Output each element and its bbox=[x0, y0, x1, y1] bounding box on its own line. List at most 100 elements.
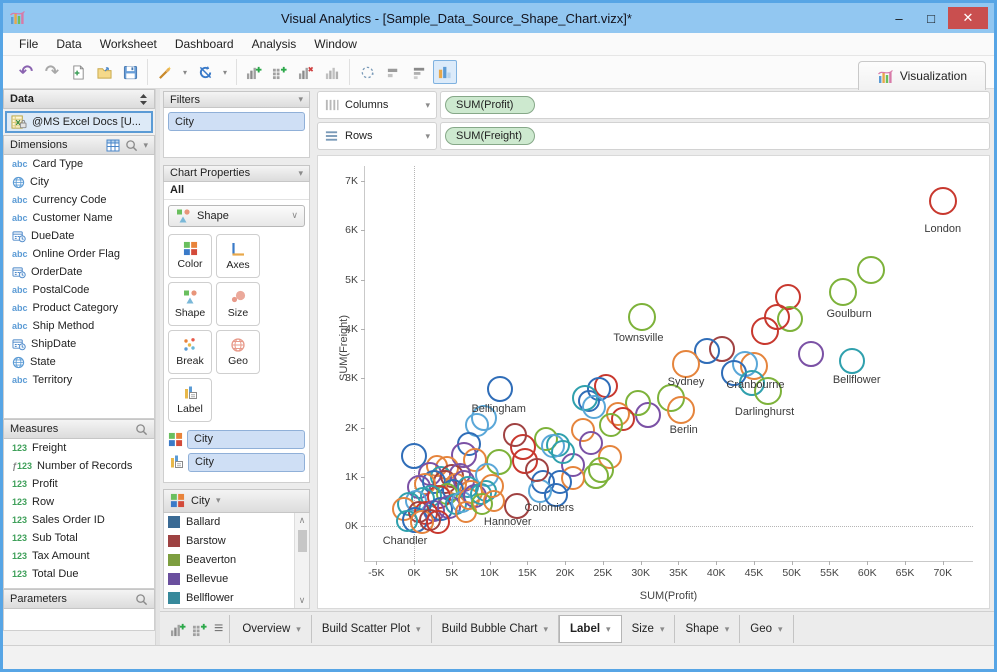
tab-overview[interactable]: Overview ▾ bbox=[232, 615, 312, 643]
measure-item[interactable]: 123 Profit bbox=[4, 475, 154, 493]
tab-size[interactable]: Size ▾ bbox=[622, 615, 676, 643]
data-point[interactable] bbox=[797, 340, 824, 367]
data-point[interactable] bbox=[753, 376, 782, 405]
dimension-item[interactable]: abc PostalCode bbox=[4, 281, 154, 299]
new-file-button[interactable] bbox=[66, 60, 90, 84]
menu-item-file[interactable]: File bbox=[19, 37, 39, 51]
property-button-shape[interactable]: Shape bbox=[168, 281, 212, 326]
property-button-label[interactable]: Label bbox=[168, 377, 212, 422]
chevron-down-icon[interactable]: ▾ bbox=[425, 130, 430, 141]
data-point[interactable] bbox=[583, 462, 610, 489]
dimension-item[interactable]: abc Ship Method bbox=[4, 317, 154, 335]
chart-highlight-button[interactable] bbox=[433, 60, 457, 84]
tab-shape[interactable]: Shape ▾ bbox=[675, 615, 741, 643]
menu-item-data[interactable]: Data bbox=[56, 37, 82, 51]
data-point[interactable] bbox=[502, 423, 527, 448]
data-point[interactable] bbox=[462, 447, 487, 472]
legend-scrollbar[interactable]: ∧ ∨ bbox=[294, 512, 309, 608]
chart-add-button[interactable] bbox=[242, 60, 266, 84]
tab-build-bubble-chart[interactable]: Build Bubble Chart ▾ bbox=[432, 615, 559, 643]
tab-geo[interactable]: Geo ▾ bbox=[740, 615, 794, 643]
minimize-button[interactable]: – bbox=[895, 10, 903, 26]
data-source-item[interactable]: @MS Excel Docs [U... bbox=[5, 111, 153, 133]
assigned-field-chip[interactable]: City bbox=[188, 452, 305, 472]
property-button-break[interactable]: Break bbox=[168, 329, 212, 374]
dimension-item[interactable]: abc Customer Name bbox=[4, 209, 154, 227]
measure-item[interactable]: 123 Tax Amount bbox=[4, 547, 154, 565]
dimension-item[interactable]: abc Currency Code bbox=[4, 191, 154, 209]
chevron-down-icon[interactable]: ▾ bbox=[296, 623, 301, 634]
chevron-down-icon[interactable]: ▾ bbox=[298, 167, 303, 178]
measure-item[interactable]: ƒ123 Number of Records bbox=[4, 457, 154, 475]
dimension-item[interactable]: State bbox=[4, 353, 154, 371]
chart-remove-button[interactable] bbox=[294, 60, 318, 84]
data-point[interactable] bbox=[525, 457, 550, 482]
property-selector[interactable]: Shape ∨ bbox=[168, 204, 305, 227]
legend-item[interactable]: Bellingham bbox=[164, 608, 309, 609]
legend-item[interactable]: Bellevue bbox=[164, 570, 309, 589]
scroll-down-icon[interactable]: ∨ bbox=[298, 594, 306, 605]
chevron-down-icon[interactable]: ▾ bbox=[659, 623, 665, 634]
data-point[interactable] bbox=[401, 443, 428, 470]
chevron-down-icon[interactable]: ▾ bbox=[543, 623, 548, 634]
measure-item[interactable]: 123 Total Due bbox=[4, 565, 154, 583]
close-button[interactable]: ✕ bbox=[948, 7, 988, 29]
list-button[interactable]: ≡ bbox=[214, 620, 224, 637]
tab-label[interactable]: Label ▾ bbox=[559, 615, 622, 643]
data-point[interactable] bbox=[624, 390, 651, 416]
wand-button[interactable] bbox=[153, 60, 177, 84]
table-view-icon[interactable] bbox=[106, 139, 120, 152]
menu-item-dashboard[interactable]: Dashboard bbox=[174, 37, 234, 51]
filters-shelf[interactable]: City bbox=[163, 108, 310, 159]
data-point[interactable] bbox=[581, 394, 606, 419]
data-point[interactable] bbox=[487, 376, 514, 403]
rows-pill[interactable]: SUM(Freight) bbox=[445, 127, 535, 145]
data-point[interactable] bbox=[928, 186, 957, 215]
data-point[interactable] bbox=[425, 510, 450, 535]
chevron-down-icon[interactable]: ▾ bbox=[778, 623, 783, 634]
dimension-item[interactable]: DueDate bbox=[4, 227, 154, 245]
dimension-item[interactable]: abc Card Type bbox=[4, 155, 154, 173]
rows-shelf-label[interactable]: Rows ▾ bbox=[317, 122, 437, 150]
open-folder-button[interactable] bbox=[92, 60, 116, 84]
grid-add-button[interactable] bbox=[192, 622, 208, 637]
rows-shelf-field[interactable]: SUM(Freight) bbox=[440, 122, 990, 150]
data-point[interactable] bbox=[599, 413, 624, 438]
dimension-item[interactable]: OrderDate bbox=[4, 263, 154, 281]
data-point[interactable] bbox=[694, 338, 721, 365]
dimension-item[interactable]: abc Territory bbox=[4, 371, 154, 389]
scroll-thumb[interactable] bbox=[297, 529, 307, 552]
data-point[interactable] bbox=[671, 349, 700, 378]
save-button[interactable] bbox=[118, 60, 142, 84]
legend-header[interactable]: City ▾ bbox=[163, 488, 310, 513]
chevron-down-icon[interactable]: ▾ bbox=[724, 623, 730, 634]
panel-splitter[interactable] bbox=[156, 89, 160, 645]
chevron-down-icon[interactable]: ▾ bbox=[606, 623, 611, 634]
maximize-button[interactable]: □ bbox=[927, 10, 935, 26]
dimension-item[interactable]: City bbox=[4, 173, 154, 191]
dropdown-arrow-button[interactable]: ▾ bbox=[182, 67, 187, 77]
chevron-down-icon[interactable]: ▾ bbox=[298, 94, 303, 105]
property-button-geo[interactable]: Geo bbox=[216, 329, 260, 374]
chevron-down-icon[interactable]: ▾ bbox=[143, 139, 148, 150]
redo-button[interactable]: ↷ bbox=[44, 62, 60, 81]
undo-button[interactable]: ↶ bbox=[18, 62, 34, 81]
columns-pill[interactable]: SUM(Profit) bbox=[445, 96, 535, 114]
menu-item-analysis[interactable]: Analysis bbox=[251, 37, 297, 51]
dimension-item[interactable]: abc Product Category bbox=[4, 299, 154, 317]
bars-h-button[interactable] bbox=[381, 60, 405, 84]
menu-item-window[interactable]: Window bbox=[314, 37, 357, 51]
menu-item-worksheet[interactable]: Worksheet bbox=[99, 37, 157, 51]
search-icon[interactable] bbox=[125, 139, 138, 152]
chart-plain-button[interactable] bbox=[320, 60, 344, 84]
data-point[interactable] bbox=[751, 317, 780, 346]
data-point[interactable] bbox=[578, 430, 603, 455]
chevron-down-icon[interactable]: ▾ bbox=[416, 623, 421, 634]
property-button-color[interactable]: Color bbox=[168, 233, 212, 278]
data-point[interactable] bbox=[829, 277, 858, 306]
measure-item[interactable]: 123 Sub Total bbox=[4, 529, 154, 547]
data-point[interactable] bbox=[503, 492, 530, 519]
dropdown-arrow-button[interactable]: ▾ bbox=[222, 67, 227, 77]
bars-h2-button[interactable] bbox=[407, 60, 431, 84]
chart-add-button[interactable] bbox=[170, 622, 186, 637]
